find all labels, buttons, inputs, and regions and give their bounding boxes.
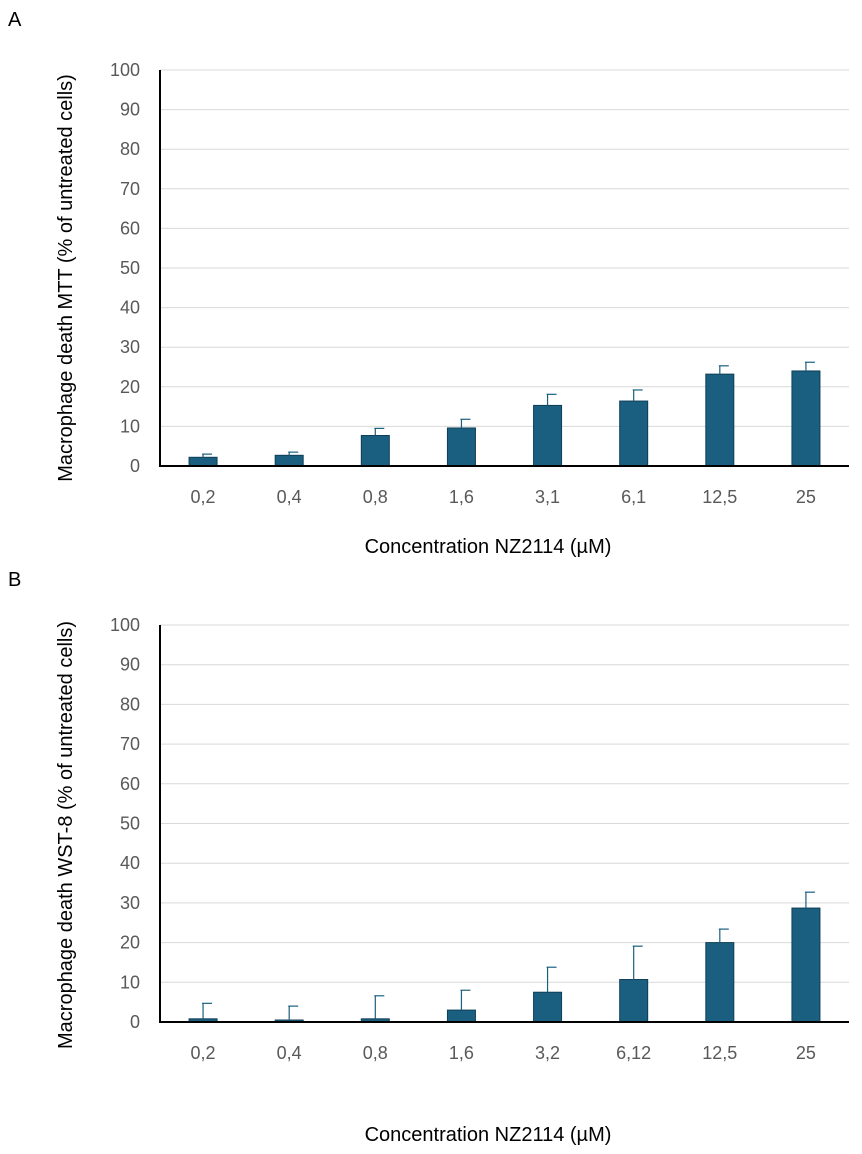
tick-labels: 0 10 20 30 40 50 60 70 80 90 100 0,2 0,4 0,8 1,6 3,1 6,1… [110, 60, 816, 507]
x-tick-label: 1,6 [449, 1043, 474, 1063]
y-axis-title: Macrophage death WST-8 (% of untreated c… [55, 621, 77, 1049]
y-tick-label: 50 [120, 814, 140, 834]
y-tick-label: 20 [120, 933, 140, 953]
y-tick-label: 50 [120, 258, 140, 278]
bar [446, 1009, 476, 1023]
x-tick-label: 0,4 [277, 1043, 302, 1063]
bars [188, 891, 821, 1023]
x-tick-label: 6,1 [621, 487, 646, 507]
tick-labels: 0 10 20 30 40 50 60 70 80 90 100 0,2 0,4 0,8 1,6 3,2 6,1… [110, 615, 816, 1063]
y-tick-label: 80 [120, 139, 140, 159]
x-tick-label: 25 [796, 487, 816, 507]
x-tick-label: 0,8 [363, 1043, 388, 1063]
y-tick-label: 40 [120, 298, 140, 318]
bar [446, 427, 476, 467]
bar [188, 456, 218, 467]
y-tick-label: 20 [120, 377, 140, 397]
x-tick-label: 0,8 [363, 487, 388, 507]
x-tick-label: 0,4 [277, 487, 302, 507]
chart-panel-b: B 0 10 20 30 40 50 60 70 80 90 100 0,2 0,4 0,8 1,6 3,2 6… [8, 569, 849, 1146]
y-tick-label: 0 [130, 1012, 140, 1032]
x-tick-label: 12,5 [702, 487, 737, 507]
x-tick-label: 3,2 [535, 1043, 560, 1063]
bar [619, 400, 649, 467]
bar [533, 404, 563, 467]
chart-panel-a: A 0 10 20 30 40 50 60 70 80 90 100 0,2 0,4 0,8 1,6 3,1 6… [8, 9, 849, 558]
bar [791, 907, 821, 1023]
bar [360, 435, 390, 467]
y-tick-label: 70 [120, 734, 140, 754]
y-tick-label: 10 [120, 972, 140, 992]
x-axis-title: Concentration NZ2114 (µM) [365, 1124, 612, 1146]
y-axis-title: Macrophage death MTT (% of untreated cel… [55, 74, 77, 482]
y-tick-label: 90 [120, 655, 140, 675]
panel-label-a: A [8, 9, 22, 31]
y-tick-label: 80 [120, 694, 140, 714]
bar [274, 454, 304, 467]
x-tick-label: 6,12 [616, 1043, 651, 1063]
x-tick-label: 12,5 [702, 1043, 737, 1063]
y-tick-label: 30 [120, 893, 140, 913]
gridlines [160, 624, 849, 983]
x-tick-label: 0,2 [191, 1043, 216, 1063]
y-tick-label: 100 [110, 60, 140, 80]
bar [791, 370, 821, 467]
x-tick-label: 0,2 [191, 487, 216, 507]
y-tick-label: 100 [110, 615, 140, 635]
y-tick-label: 40 [120, 853, 140, 873]
x-tick-label: 3,1 [535, 487, 560, 507]
bar [619, 979, 649, 1023]
x-axis-title: Concentration NZ2114 (µM) [365, 536, 612, 558]
y-tick-label: 60 [120, 774, 140, 794]
y-tick-label: 70 [120, 179, 140, 199]
bar [705, 373, 735, 467]
gridlines [160, 69, 849, 427]
y-tick-label: 0 [130, 456, 140, 476]
bar [533, 991, 563, 1023]
y-tick-label: 30 [120, 337, 140, 357]
y-tick-label: 90 [120, 100, 140, 120]
panel-label-b: B [8, 569, 21, 591]
x-tick-label: 25 [796, 1043, 816, 1063]
y-tick-label: 60 [120, 218, 140, 238]
y-tick-label: 10 [120, 416, 140, 436]
bars [188, 361, 821, 467]
bar [705, 942, 735, 1023]
x-tick-label: 1,6 [449, 487, 474, 507]
